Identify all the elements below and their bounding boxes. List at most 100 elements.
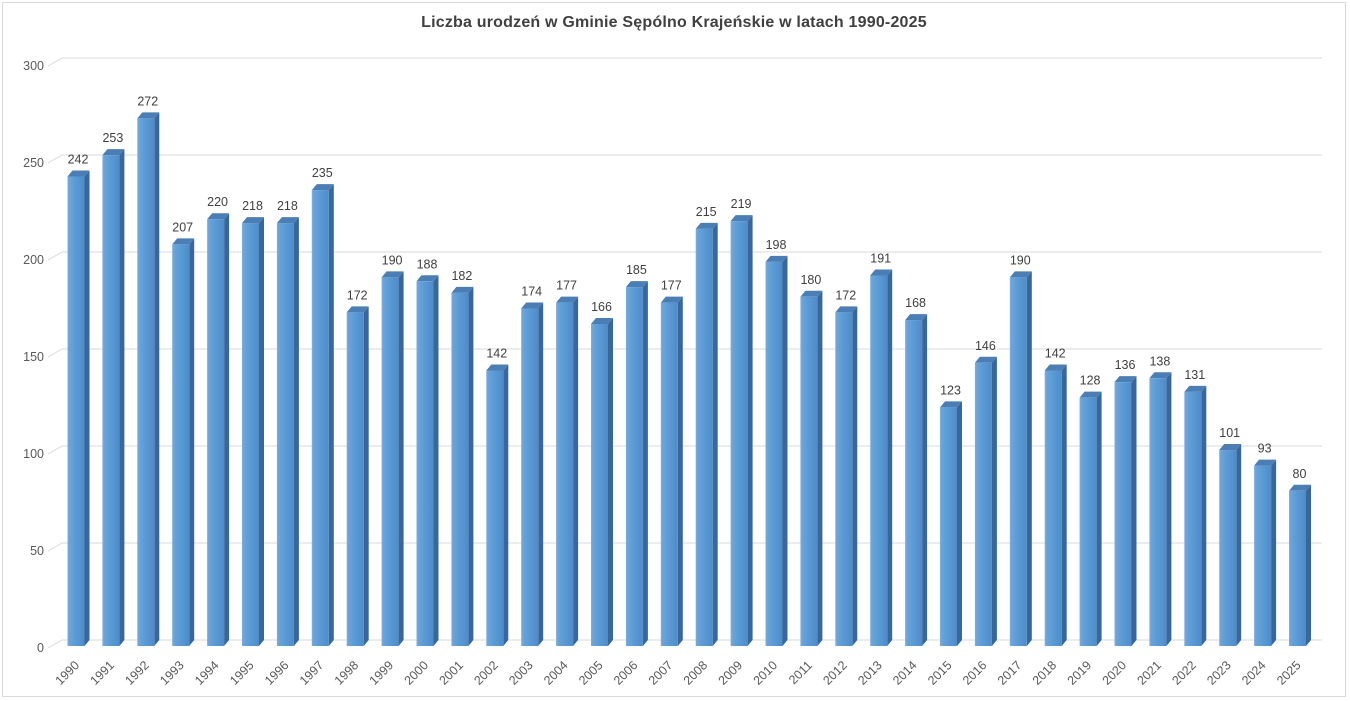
bar-front-face bbox=[1009, 277, 1027, 646]
bar-top-face bbox=[102, 149, 125, 156]
bar-value-label: 174 bbox=[521, 284, 542, 298]
bar-top-face bbox=[625, 281, 648, 288]
y-axis-labels: 0 50 100 150 200 250 300 bbox=[23, 59, 44, 655]
axis-depth-tick bbox=[47, 348, 63, 358]
bar-top-face bbox=[1079, 391, 1102, 398]
axis-depth-tick bbox=[47, 251, 63, 261]
bar-1994 bbox=[207, 213, 230, 646]
bar-2024 bbox=[1254, 459, 1277, 646]
bar-top-face bbox=[800, 290, 823, 297]
bar-top-face bbox=[835, 306, 858, 313]
x-axis-tick-label: 2003 bbox=[506, 658, 536, 688]
bar-front-face bbox=[311, 190, 329, 646]
bar-front-face bbox=[381, 277, 399, 646]
x-axis-tick-label: 1991 bbox=[87, 658, 117, 688]
bar-value-label: 177 bbox=[661, 279, 682, 293]
bar-value-label: 142 bbox=[486, 347, 507, 361]
chart-title: Liczba urodzeń w Gminie Sępólno Krajeńsk… bbox=[421, 14, 927, 31]
bar-front-face bbox=[1114, 382, 1132, 646]
x-axis-tick-label: 2013 bbox=[855, 658, 885, 688]
x-axis-tick-label: 2024 bbox=[1239, 658, 1269, 688]
bar-value-label: 166 bbox=[591, 300, 612, 314]
bar-value-label: 138 bbox=[1149, 354, 1170, 368]
bar-front-face bbox=[207, 219, 225, 646]
bar-side-face bbox=[503, 364, 509, 646]
bar-2019 bbox=[1079, 391, 1102, 646]
bar-top-face bbox=[556, 296, 579, 303]
bar-top-face bbox=[346, 306, 369, 313]
x-axis-tick-label: 1995 bbox=[227, 658, 257, 688]
bar-side-face bbox=[224, 213, 230, 646]
bar-front-face bbox=[521, 308, 539, 646]
x-axis-tick-label: 2011 bbox=[786, 658, 815, 687]
bar-2020 bbox=[1114, 376, 1137, 646]
bar-front-face bbox=[695, 228, 713, 646]
bar-top-face bbox=[591, 317, 613, 324]
bar-value-label: 242 bbox=[68, 153, 89, 167]
bar-side-face bbox=[119, 149, 125, 646]
bar-2009 bbox=[730, 215, 753, 646]
bar-side-face bbox=[991, 356, 997, 646]
bar-side-face bbox=[538, 302, 544, 646]
bar-top-face bbox=[1044, 364, 1067, 371]
bar-side-face bbox=[1271, 459, 1277, 646]
bar-side-face bbox=[259, 217, 264, 646]
bar-top-face bbox=[276, 217, 299, 224]
bar-2007 bbox=[660, 296, 683, 646]
bar-1999 bbox=[381, 271, 404, 646]
bar-front-face bbox=[556, 302, 574, 646]
bar-value-label: 177 bbox=[556, 279, 577, 293]
bar-value-label: 101 bbox=[1219, 426, 1240, 440]
bar-top-face bbox=[486, 364, 509, 371]
bar-front-face bbox=[276, 223, 294, 646]
bar-front-face bbox=[1079, 397, 1097, 646]
bar-side-face bbox=[1201, 385, 1207, 646]
x-axis-tick-label: 1998 bbox=[332, 658, 362, 688]
bar-top-face bbox=[172, 238, 195, 245]
bar-side-face bbox=[922, 314, 928, 646]
bar-2004 bbox=[556, 296, 579, 646]
bar-value-label: 185 bbox=[626, 263, 647, 277]
bar-top-face bbox=[905, 314, 928, 321]
data-labels: 242 253 272 207 220 218 218 235 172 190 188 182 142 1… bbox=[68, 94, 1307, 480]
bar-2015 bbox=[940, 401, 962, 646]
bar-side-face bbox=[1131, 376, 1137, 646]
bar-value-label: 172 bbox=[347, 288, 368, 302]
bar-value-label: 207 bbox=[172, 220, 193, 234]
bar-top-face bbox=[660, 296, 683, 303]
bar-1991 bbox=[102, 149, 125, 646]
gridlines bbox=[47, 57, 1322, 649]
bar-top-face bbox=[416, 275, 439, 282]
bar-2016 bbox=[974, 356, 997, 646]
bar-top-face bbox=[1114, 376, 1137, 383]
x-axis-tick-label: 2017 bbox=[995, 658, 1025, 688]
x-axis-tick-label: 2010 bbox=[751, 658, 781, 688]
axis-depth-tick bbox=[47, 57, 63, 67]
bar-value-label: 272 bbox=[137, 94, 158, 108]
y-axis-tick-label: 100 bbox=[23, 447, 44, 461]
bar-2023 bbox=[1219, 444, 1242, 646]
bar-side-face bbox=[468, 286, 474, 646]
bar-value-label: 190 bbox=[382, 253, 403, 267]
bar-side-face bbox=[328, 184, 334, 646]
x-axis-tick-label: 2001 bbox=[436, 658, 466, 688]
bar-value-label: 131 bbox=[1184, 368, 1205, 382]
y-axis-tick-label: 150 bbox=[23, 350, 44, 364]
x-axis-tick-label: 2020 bbox=[1100, 658, 1130, 688]
x-axis-tick-label: 2016 bbox=[960, 658, 990, 688]
bar-side-face bbox=[887, 269, 893, 646]
bar-side-face bbox=[852, 306, 858, 646]
bar-1998 bbox=[346, 306, 369, 646]
bar-side-face bbox=[957, 401, 962, 646]
bar-1992 bbox=[137, 112, 160, 646]
bar-value-label: 180 bbox=[800, 273, 821, 287]
bar-top-face bbox=[67, 170, 90, 177]
x-axis-labels: 1990 1991 1992 1993 1994 1995 1996 1997 1998 1999… bbox=[53, 658, 1304, 688]
bar-value-label: 190 bbox=[1010, 253, 1031, 267]
y-axis-tick-label: 50 bbox=[30, 544, 44, 558]
bar-value-label: 182 bbox=[451, 269, 472, 283]
bar-2013 bbox=[870, 269, 893, 646]
bar-2008 bbox=[695, 222, 718, 646]
bar-side-face bbox=[677, 296, 683, 646]
bar-top-face bbox=[695, 222, 718, 229]
